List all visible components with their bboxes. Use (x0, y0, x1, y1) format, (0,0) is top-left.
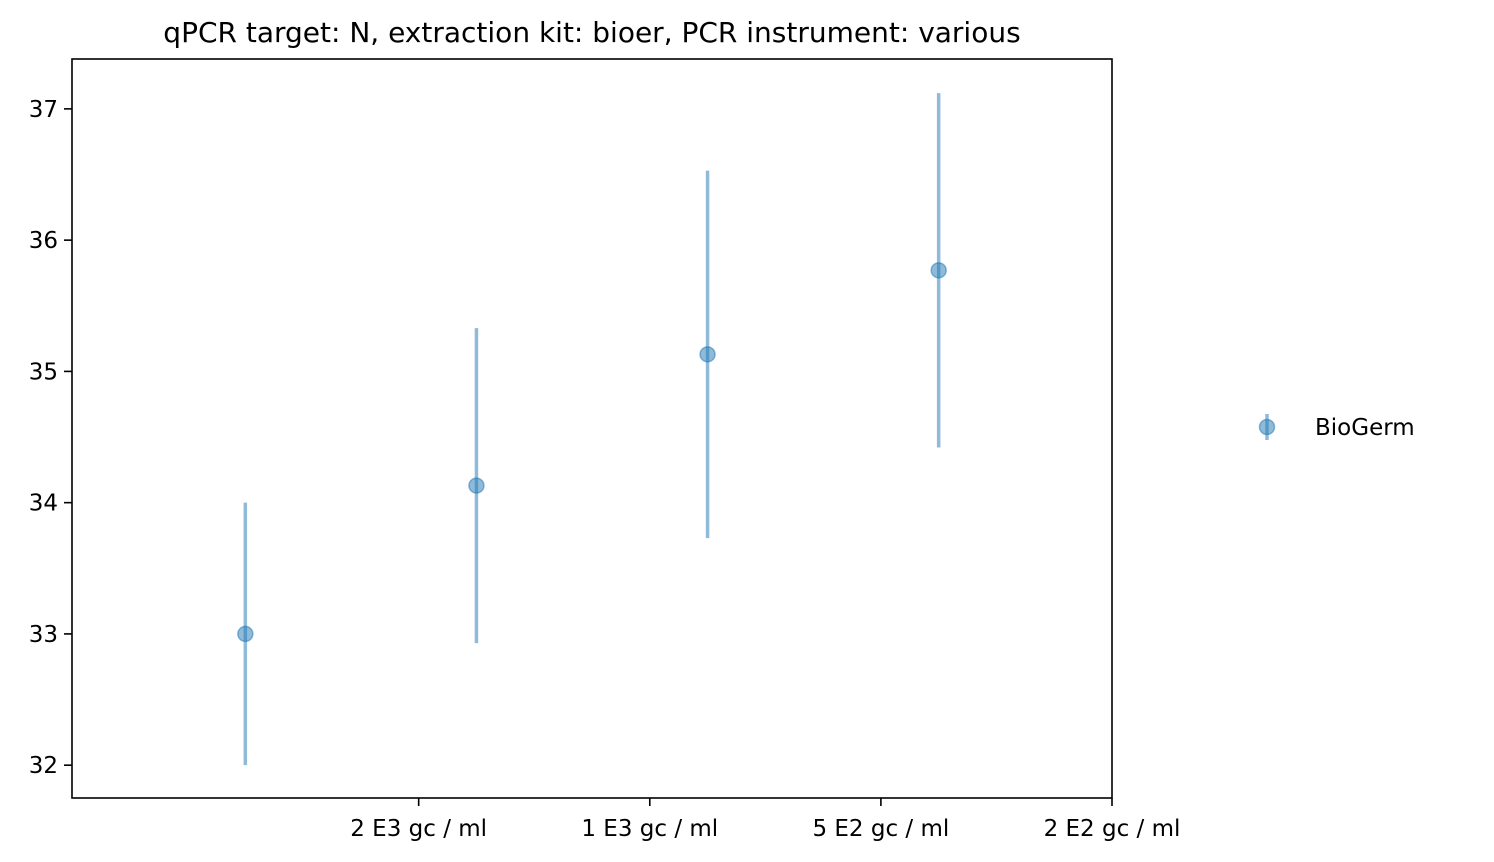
x-tick-label: 1 E3 gc / ml (581, 816, 718, 842)
y-tick-label: 36 (29, 228, 58, 254)
legend: BioGerm (1258, 414, 1415, 441)
y-tick-label: 34 (29, 491, 58, 517)
data-layer (237, 93, 947, 766)
legend-marker (1258, 418, 1276, 436)
plot-area-frame (71, 58, 1113, 799)
x-tick-label: 2 E3 gc / ml (350, 816, 487, 842)
y-tick-label: 35 (29, 359, 58, 385)
data-point (468, 477, 485, 494)
x-tick-label: 5 E2 gc / ml (812, 816, 949, 842)
y-tick-label: 32 (29, 753, 58, 779)
y-tick-label: 37 (29, 97, 58, 123)
legend-label: BioGerm (1315, 415, 1415, 441)
x-axis: 2 E3 gc / ml 1 E3 gc / ml 5 E2 gc / ml 2 E2… (350, 798, 1180, 842)
x-tick-label: 2 E2 gc / ml (1044, 816, 1181, 842)
data-point (930, 262, 947, 279)
y-tick-label: 33 (29, 622, 58, 648)
data-point (237, 625, 254, 643)
chart-title: qPCR target: N, extraction kit: bioer, P… (163, 16, 1020, 49)
y-axis: 32 33 34 35 36 37 (29, 97, 72, 779)
data-point (699, 346, 716, 363)
